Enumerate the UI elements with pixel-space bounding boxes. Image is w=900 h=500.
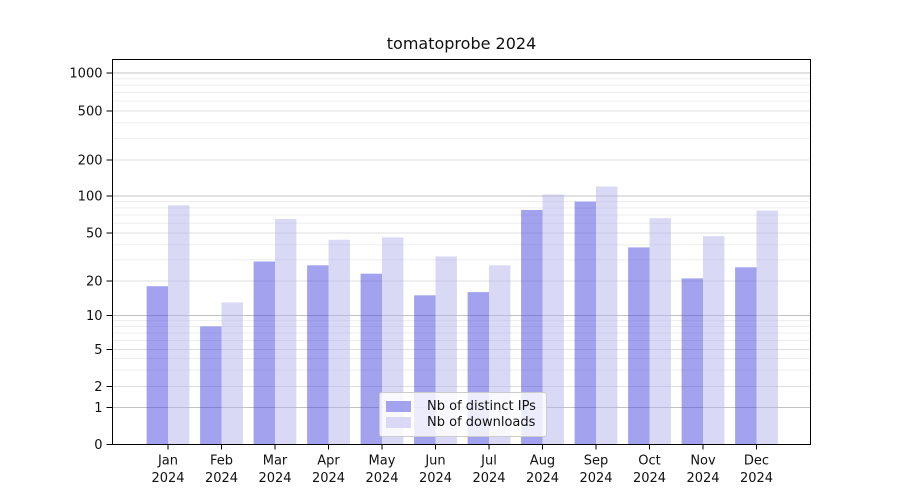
legend-swatch-downloads bbox=[386, 417, 411, 429]
y-tick-label-1000: 1000 bbox=[69, 67, 102, 82]
x-tick-label-year-Sep: 2024 bbox=[579, 471, 612, 486]
bar-distinct-ips-Oct bbox=[628, 247, 650, 445]
x-tick-label-month-Feb: Feb bbox=[210, 454, 233, 469]
x-tick-label-year-Jan: 2024 bbox=[151, 471, 184, 486]
y-tick-label-1: 1 bbox=[94, 401, 102, 416]
x-tick-label-year-May: 2024 bbox=[365, 471, 398, 486]
y-tick-label-0: 0 bbox=[94, 438, 102, 453]
x-tick-label-month-Apr: Apr bbox=[317, 454, 340, 469]
x-tick-label-month-Sep: Sep bbox=[584, 454, 609, 469]
x-tick-label-month-Mar: Mar bbox=[263, 454, 288, 469]
x-tick-label-year-Dec: 2024 bbox=[740, 471, 773, 486]
bar-distinct-ips-Nov bbox=[681, 278, 703, 445]
legend-label-downloads: Nb of downloads bbox=[427, 415, 536, 431]
x-tick-label-month-Jun: Jun bbox=[424, 454, 445, 469]
x-tick-label-year-Aug: 2024 bbox=[526, 471, 559, 486]
bar-distinct-ips-May bbox=[360, 273, 382, 445]
y-tick-label-5: 5 bbox=[94, 343, 102, 358]
x-tick-label-year-Jul: 2024 bbox=[472, 471, 505, 486]
x-tick-label-month-Oct: Oct bbox=[638, 454, 660, 469]
legend-item-distinct-ips: Nb of distinct IPs bbox=[386, 398, 538, 414]
y-tick-label-50: 50 bbox=[86, 227, 103, 242]
bar-downloads-Sep bbox=[596, 186, 618, 445]
bar-distinct-ips-Mar bbox=[253, 261, 275, 445]
x-tick-label-month-Aug: Aug bbox=[530, 454, 555, 469]
x-tick-label-year-Nov: 2024 bbox=[686, 471, 719, 486]
bar-downloads-Aug bbox=[542, 194, 564, 445]
x-tick-label-year-Mar: 2024 bbox=[258, 471, 291, 486]
x-tick-label-month-May: May bbox=[369, 454, 396, 469]
y-tick-label-10: 10 bbox=[86, 309, 103, 324]
bar-distinct-ips-Apr bbox=[307, 265, 329, 445]
plot-border bbox=[112, 59, 811, 445]
legend-label-distinct-ips: Nb of distinct IPs bbox=[427, 398, 536, 414]
bar-distinct-ips-Dec bbox=[735, 267, 757, 445]
x-tick-label-month-Jul: Jul bbox=[480, 454, 497, 469]
x-tick-label-year-Oct: 2024 bbox=[633, 471, 666, 486]
x-tick-label-year-Feb: 2024 bbox=[205, 471, 238, 486]
y-tick-label-200: 200 bbox=[78, 154, 103, 169]
legend: Nb of distinct IPs Nb of downloads bbox=[379, 392, 547, 437]
bar-downloads-Apr bbox=[328, 239, 350, 445]
legend-swatch-distinct-ips bbox=[386, 400, 411, 412]
chart-title: tomatoprobe 2024 bbox=[386, 34, 537, 53]
x-tick-label-year-Apr: 2024 bbox=[312, 471, 345, 486]
bar-distinct-ips-Feb bbox=[200, 326, 222, 445]
bar-downloads-Oct bbox=[649, 218, 671, 445]
y-tick-label-500: 500 bbox=[78, 105, 103, 120]
legend-item-downloads: Nb of downloads bbox=[386, 415, 538, 431]
bar-downloads-Jan bbox=[168, 205, 190, 445]
y-tick-label-2: 2 bbox=[94, 380, 102, 395]
bar-downloads-Nov bbox=[703, 236, 725, 445]
y-tick-label-20: 20 bbox=[86, 275, 103, 290]
bar-distinct-ips-Jan bbox=[146, 286, 168, 445]
bar-downloads-Mar bbox=[275, 219, 297, 445]
x-tick-label-month-Nov: Nov bbox=[690, 454, 716, 469]
y-tick-label-100: 100 bbox=[78, 190, 103, 205]
bar-distinct-ips-Sep bbox=[574, 201, 596, 445]
x-tick-label-month-Jan: Jan bbox=[157, 454, 178, 469]
bar-distinct-ips-Aug bbox=[521, 210, 543, 445]
x-tick-label-month-Dec: Dec bbox=[744, 454, 769, 469]
bar-downloads-Dec bbox=[756, 210, 778, 445]
bar-downloads-Feb bbox=[221, 302, 243, 445]
x-tick-label-year-Jun: 2024 bbox=[419, 471, 452, 486]
